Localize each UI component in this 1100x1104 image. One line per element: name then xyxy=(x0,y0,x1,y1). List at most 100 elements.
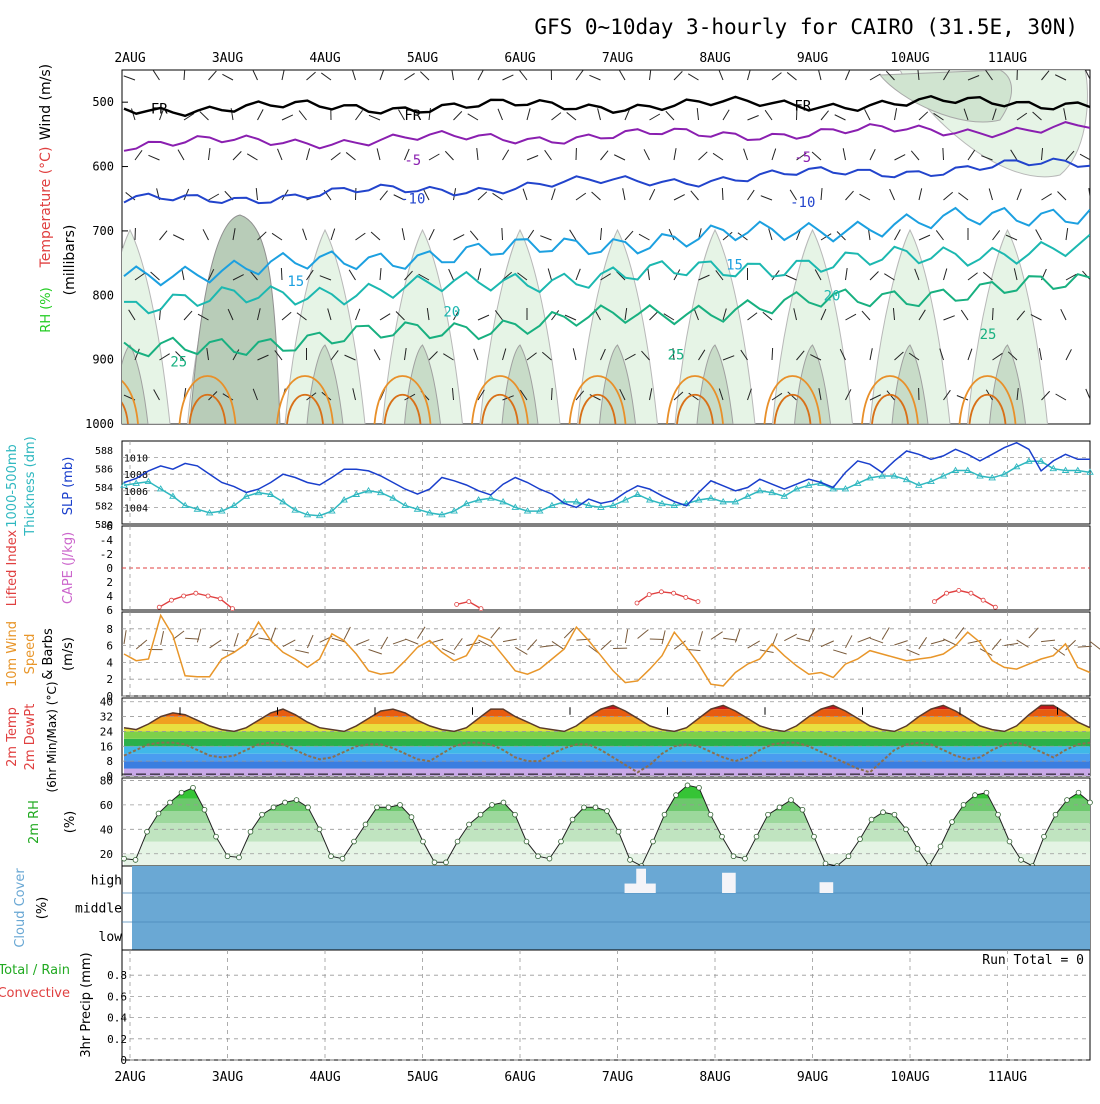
rh2m-point xyxy=(294,798,299,803)
rh2m-point xyxy=(306,805,311,810)
rh2m-point xyxy=(329,854,334,859)
wind-tick: 8 xyxy=(106,623,113,636)
wind-barb xyxy=(943,148,944,160)
rh2m-point xyxy=(754,834,759,839)
rh2m-point xyxy=(352,839,357,844)
contour-label: 20 xyxy=(824,288,841,304)
precip-tick: 0.6 xyxy=(107,990,127,1003)
precip-tick: 0.8 xyxy=(107,969,127,982)
top-day-label: 4AUG xyxy=(309,51,340,66)
contour-label: 25 xyxy=(980,327,997,343)
top-day-label: 3AUG xyxy=(212,51,243,66)
li-tick: 0 xyxy=(106,562,113,575)
ylabel-slp: SLP (mb) xyxy=(61,457,76,516)
cloud-cover-fill xyxy=(132,866,1090,950)
contour-label: 20 xyxy=(443,304,460,320)
rh2m-point xyxy=(674,793,679,798)
li-tick: 6 xyxy=(106,604,113,617)
lifted-index-point xyxy=(672,591,676,595)
top-day-label: 9AUG xyxy=(797,51,828,66)
ylabel-rh: RH (%) xyxy=(39,287,54,332)
ylabel-cape: CAPE (J/kg) xyxy=(61,532,76,604)
rh2m-point xyxy=(122,856,127,861)
rh2m-point xyxy=(1007,839,1012,844)
rh2m-point xyxy=(731,854,736,859)
ylabel-thickness-1: 1000-500mb xyxy=(5,444,20,528)
temp-band xyxy=(122,724,1090,731)
rh2m-point xyxy=(593,805,598,810)
contour-label: 15 xyxy=(287,274,304,290)
rh2m-point xyxy=(938,844,943,849)
rh-tick: 60 xyxy=(100,799,113,812)
lifted-index-point xyxy=(169,598,173,602)
bottom-day-label: 10AUG xyxy=(890,1070,929,1085)
top-day-label: 7AUG xyxy=(602,51,633,66)
ylabel-wind10-2: Speed xyxy=(23,634,38,675)
ylabel-precip-total: Total / Rain xyxy=(0,963,70,978)
lifted-index-point xyxy=(218,597,222,601)
contour-label: -10 xyxy=(790,195,815,211)
li-tick: 4 xyxy=(106,590,113,603)
rh2m-point xyxy=(467,822,472,827)
bottom-day-label: 6AUG xyxy=(504,1070,535,1085)
precip-tick: 0.2 xyxy=(107,1033,127,1046)
lifted-index-point xyxy=(479,607,483,611)
rh2m-point xyxy=(444,860,449,865)
ylabel-wind10-1: 10m Wind xyxy=(5,621,20,687)
rh2m-point xyxy=(582,805,587,810)
rh2m-point xyxy=(156,811,161,816)
top-day-label: 8AUG xyxy=(699,51,730,66)
ylabel-cloud-unit: (%) xyxy=(35,897,50,920)
ylabel-precip-conv: Convective xyxy=(0,986,70,1001)
ylabel-rh2m-unit: (%) xyxy=(63,811,78,834)
rh2m-point xyxy=(570,817,575,822)
pressure-tick: 500 xyxy=(92,95,114,109)
lifted-index-point xyxy=(969,591,973,595)
rh2m-point xyxy=(478,812,483,817)
li-tick: -2 xyxy=(100,548,113,561)
rh2m-point xyxy=(996,812,1001,817)
rh2m-point xyxy=(1076,790,1081,795)
lifted-index-point xyxy=(981,598,985,602)
rh2m-point xyxy=(536,854,541,859)
ylabel-precip: 3hr Precip (mm) xyxy=(79,952,94,1057)
rh2m-point xyxy=(961,802,966,807)
lifted-index-point xyxy=(206,594,210,598)
ylabel-rh2m: 2m RH xyxy=(27,800,42,844)
lifted-index-point xyxy=(945,591,949,595)
cloud-gap xyxy=(636,869,646,893)
contour-label: FR xyxy=(151,102,168,118)
cloud-layer-label: low xyxy=(99,930,123,945)
rh2m-point xyxy=(984,790,989,795)
wind-barb xyxy=(552,388,553,400)
temp-tick: 16 xyxy=(100,740,113,753)
pressure-tick: 900 xyxy=(92,353,114,367)
rh2m-point xyxy=(697,785,702,790)
lifted-index-point xyxy=(157,605,161,609)
cloud-layer-label: middle xyxy=(75,902,122,917)
rh2m-point xyxy=(1088,800,1093,805)
rh2m-point xyxy=(202,807,207,812)
rh2m-point xyxy=(915,846,920,851)
lifted-index-point xyxy=(455,602,459,606)
bottom-day-label: 2AUG xyxy=(114,1070,145,1085)
contour-label: -5 xyxy=(404,153,421,169)
rh2m-point xyxy=(145,829,150,834)
slp-tick: 1010 xyxy=(124,454,148,465)
rh2m-point xyxy=(398,802,403,807)
rh2m-point xyxy=(375,805,380,810)
rh2m-point xyxy=(846,854,851,859)
temp-band xyxy=(122,731,1090,738)
wind-barb xyxy=(502,228,503,240)
top-day-label: 6AUG xyxy=(504,51,535,66)
rh2m-point xyxy=(317,827,322,832)
rh2m-point xyxy=(651,839,656,844)
precip-panel-frame xyxy=(122,950,1090,1060)
thickness-tick: 586 xyxy=(95,465,113,476)
top-day-label: 2AUG xyxy=(114,51,145,66)
rh2m-point xyxy=(616,829,621,834)
rh2m-point xyxy=(743,856,748,861)
rh2m-point xyxy=(271,805,276,810)
bottom-day-label: 5AUG xyxy=(407,1070,438,1085)
lifted-index-point xyxy=(684,595,688,599)
